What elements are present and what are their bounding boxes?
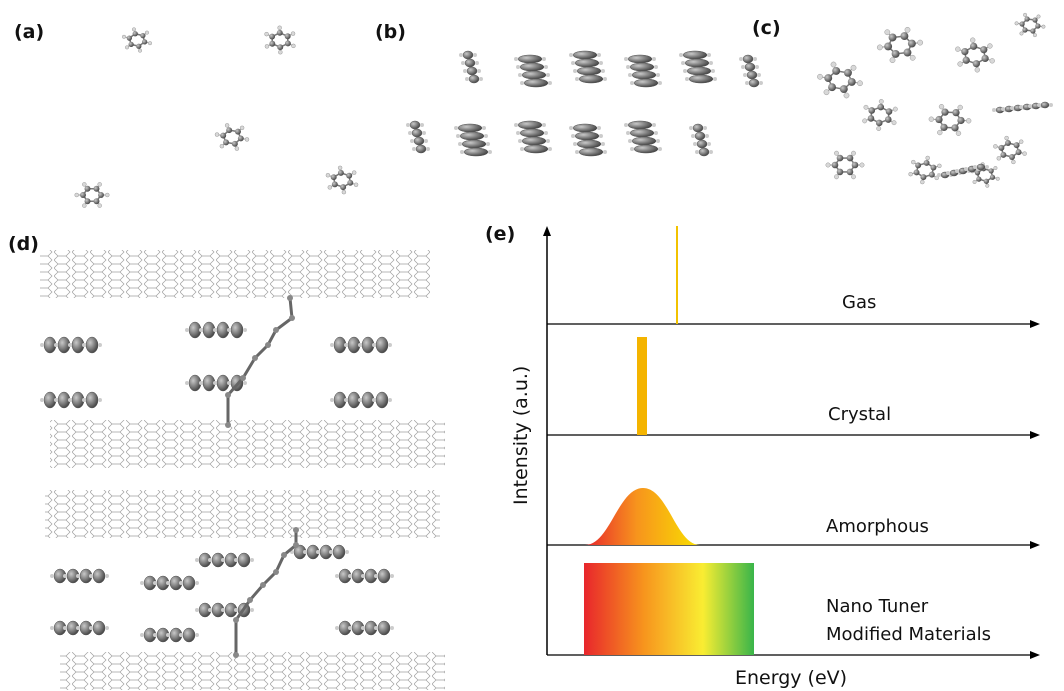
state-label-nano-tuner-line2: Modified Materials: [826, 624, 991, 645]
panel-label-e: (e): [485, 223, 515, 245]
y-axis-arrow-icon: [543, 226, 551, 236]
molecule-icon: [862, 98, 898, 132]
molecule-stack-icon: [454, 123, 492, 157]
panel-label-a: (a): [14, 21, 44, 43]
panel-d-nano-tuner-structure: [40, 250, 445, 690]
crystal-emission-bar: [637, 337, 647, 435]
molecule-stack-icon: [569, 123, 607, 157]
panel-label-b: (b): [375, 21, 406, 43]
state-label-amorphous: Amorphous: [826, 516, 929, 537]
benzene-molecule-icon: [264, 25, 296, 55]
molecule-icon: [928, 103, 972, 137]
molecule-stack-icon: [937, 163, 989, 179]
baseline-crystal-arrow-icon: [1030, 431, 1040, 439]
state-label-gas: Gas: [842, 292, 876, 313]
molecule-stack-icon: [40, 336, 102, 354]
molecule-stack-icon: [50, 568, 109, 584]
molecule-stack-icon: [330, 391, 392, 409]
graphene-sheet-1: [40, 250, 430, 298]
amorphous-emission-peak: [585, 488, 700, 545]
molecule-stack-icon: [514, 54, 552, 88]
panel-b-crystal-molecules: [406, 50, 763, 157]
baseline-gas-arrow-icon: [1030, 320, 1040, 328]
molecule-stack-icon: [335, 568, 394, 584]
molecule-stack-icon: [50, 620, 109, 636]
molecule-icon: [955, 37, 995, 73]
molecule-icon: [993, 135, 1027, 165]
molecule-stack-icon: [992, 101, 1053, 114]
state-label-crystal: Crystal: [828, 404, 891, 425]
panel-label-c: (c): [752, 17, 781, 39]
molecule-stack-icon: [140, 627, 199, 643]
benzene-molecule-icon: [121, 27, 153, 53]
molecule-stack-icon: [739, 54, 763, 88]
molecule-stack-icon: [185, 321, 247, 339]
molecule-stack-icon: [140, 575, 199, 591]
x-axis-label: Energy (eV): [735, 667, 847, 689]
linker-chain-icon: [225, 295, 295, 428]
benzene-molecule-icon: [325, 165, 359, 195]
graphene-sheet-2: [50, 420, 445, 468]
molecule-icon: [908, 155, 942, 185]
molecule-icon: [825, 150, 865, 180]
molecule-stack-icon: [290, 544, 349, 560]
molecule-stack-icon: [335, 620, 394, 636]
nano-tuner-emission-band: [584, 563, 754, 655]
molecule-stack-icon: [679, 50, 717, 84]
molecule-stack-icon: [40, 391, 102, 409]
graphene-sheet-4: [60, 652, 445, 690]
molecule-stack-icon: [624, 54, 662, 88]
y-axis-label: Intensity (a.u.): [510, 366, 532, 505]
molecule-stack-icon: [195, 552, 254, 568]
molecule-stack-icon: [330, 336, 392, 354]
panel-a-gas-molecules: [74, 25, 359, 208]
molecule-stack-icon: [624, 120, 662, 154]
molecule-stack-icon: [459, 50, 483, 84]
graphene-sheet-3: [45, 490, 440, 538]
panel-e-spectra: Gas Crystal Amorphous Nano Tuner Modifie…: [510, 226, 1040, 689]
linker-chain-icon: [233, 527, 299, 658]
state-label-nano-tuner: Nano Tuner: [826, 596, 929, 617]
molecule-icon: [1014, 12, 1046, 38]
molecule-icon: [817, 61, 863, 99]
baseline-amorphous-arrow-icon: [1030, 541, 1040, 549]
molecule-icon: [876, 26, 924, 64]
molecule-stack-icon: [689, 123, 713, 157]
benzene-molecule-icon: [214, 123, 250, 151]
benzene-molecule-icon: [74, 182, 110, 208]
molecule-stack-icon: [514, 120, 552, 154]
baseline-nano-tuner-arrow-icon: [1030, 651, 1040, 659]
molecule-stack-icon: [406, 120, 430, 154]
molecule-stack-icon: [569, 50, 607, 84]
panel-c-amorphous-molecules: [817, 12, 1053, 188]
panel-label-d: (d): [8, 233, 39, 255]
